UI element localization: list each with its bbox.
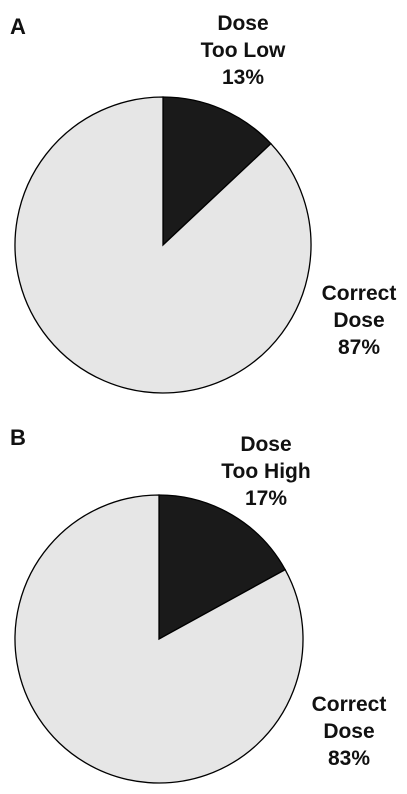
pie-a: [14, 96, 312, 394]
pie-a-label-dose-too-low-value: 13%: [222, 66, 264, 89]
pie-a-label-dose-too-low-line2: Too Low: [201, 39, 286, 62]
pie-a-label-correct-dose-line2: Dose: [333, 309, 384, 332]
pie-b-slice-dose-too-high: [158, 494, 287, 641]
pie-b-label-correct-dose-value: 83%: [328, 747, 370, 770]
pie-b-label-dose-too-high-value: 17%: [245, 487, 287, 510]
pie-b-slice-correct-dose: [14, 494, 304, 784]
pie-a-label-dose-too-low-line1: Dose: [217, 12, 268, 35]
pie-b-label-correct-dose-line2: Dose: [323, 720, 374, 743]
panel-b-letter: B: [10, 425, 26, 450]
pie-b: [14, 494, 304, 784]
pie-a-slice-correct-dose: [14, 96, 312, 394]
pie-a-slice-dose-too-low: [162, 96, 272, 247]
panel-a-letter: A: [10, 14, 26, 39]
pie-a-label-correct-dose-line1: Correct: [322, 282, 397, 305]
panel-b: B Dose Too High 17% Correct Dose 83%: [10, 425, 387, 784]
pie-b-label-correct-dose-line1: Correct: [312, 693, 387, 716]
panel-a: A Dose Too Low 13% Correct Dose 87%: [10, 12, 397, 394]
pie-b-label-dose-too-high-line2: Too High: [221, 460, 310, 483]
pie-b-label-dose-too-high-line1: Dose: [240, 433, 291, 456]
pie-a-label-correct-dose-value: 87%: [338, 336, 380, 359]
